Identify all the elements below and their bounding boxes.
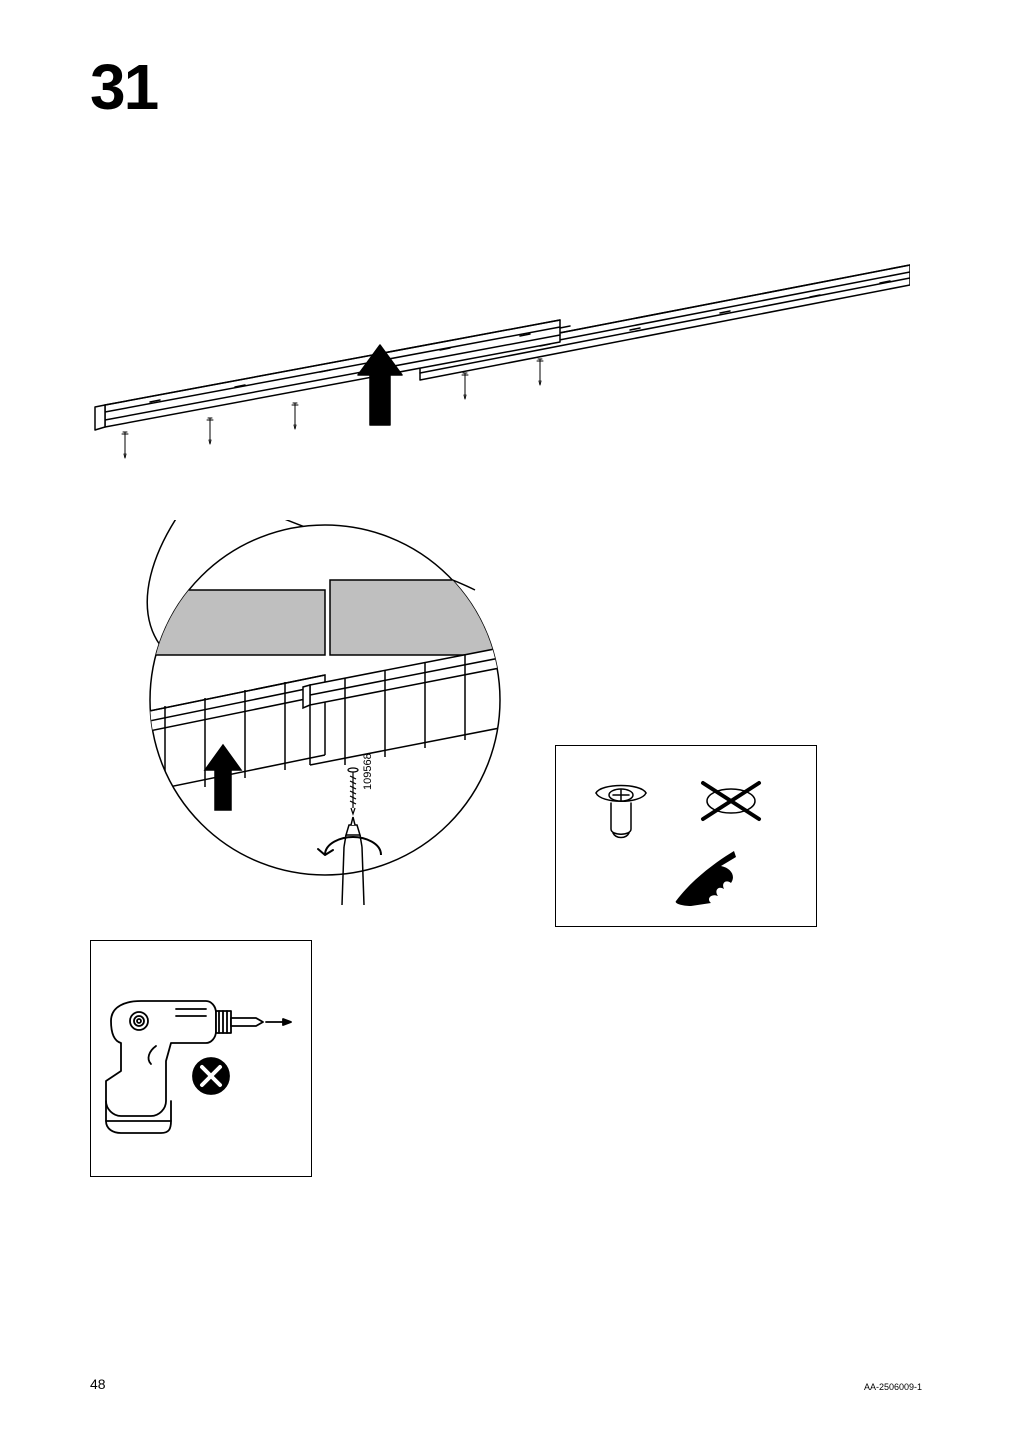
instruction-page: 31 xyxy=(0,0,1012,1432)
main-rail-illustration xyxy=(90,260,910,490)
step-number: 31 xyxy=(90,50,157,124)
detail-zoom-illustration xyxy=(115,520,535,950)
warning-overtighten-callout xyxy=(555,745,817,927)
part-number-label: 109568 xyxy=(362,753,374,790)
no-power-drill-callout xyxy=(90,940,312,1177)
page-number: 48 xyxy=(90,1376,106,1392)
document-id: AA-2506009-1 xyxy=(864,1382,922,1392)
